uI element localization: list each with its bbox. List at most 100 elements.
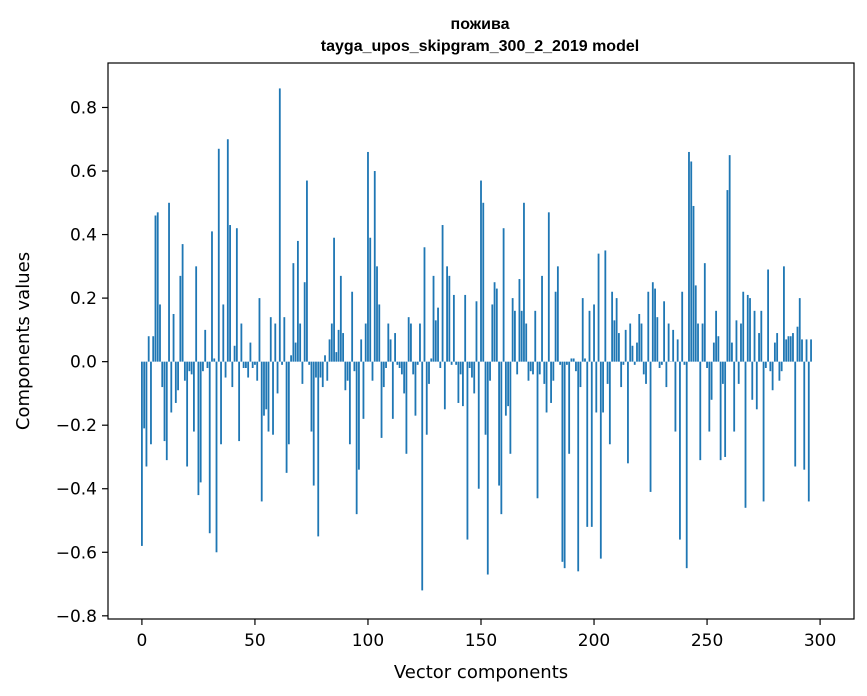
bar	[495, 288, 498, 362]
bar	[541, 275, 543, 362]
bar	[283, 317, 286, 362]
y-tick-label: 0.0	[70, 353, 97, 373]
bar	[554, 291, 557, 362]
bar	[638, 313, 641, 362]
bar	[642, 361, 645, 375]
x-tick-label: 0	[136, 631, 147, 651]
bar	[143, 361, 146, 429]
bar	[595, 361, 598, 413]
bar	[335, 352, 338, 362]
bar	[238, 361, 241, 442]
bar	[545, 361, 548, 413]
bar	[676, 339, 679, 362]
bar	[706, 361, 708, 368]
bar	[552, 361, 555, 381]
bar	[317, 361, 320, 537]
bar	[654, 288, 656, 362]
bar	[658, 361, 661, 368]
bar	[256, 361, 259, 381]
bar	[803, 361, 806, 470]
bar	[242, 361, 245, 368]
bar	[450, 361, 453, 365]
bar	[351, 291, 354, 362]
bar	[358, 361, 360, 470]
bar	[489, 361, 491, 381]
bar	[645, 361, 647, 384]
bar	[783, 266, 785, 362]
bar	[504, 361, 507, 416]
bar	[407, 317, 410, 362]
bar	[482, 202, 485, 362]
bar	[516, 361, 519, 375]
bar	[346, 361, 349, 381]
bar	[807, 361, 810, 502]
bar	[468, 361, 471, 368]
bar	[773, 342, 776, 362]
bar	[484, 361, 487, 435]
bar	[563, 361, 566, 569]
bar	[778, 361, 781, 381]
bar	[193, 361, 195, 432]
bar	[674, 361, 677, 432]
bar	[400, 361, 403, 375]
bar	[353, 361, 356, 372]
bar	[550, 361, 552, 403]
bar	[382, 361, 385, 388]
bar	[480, 180, 482, 362]
bar	[391, 361, 394, 419]
bar	[443, 361, 446, 410]
bar	[681, 291, 684, 362]
bar	[367, 151, 369, 362]
bar	[455, 361, 458, 365]
bar	[556, 266, 559, 362]
bar	[202, 361, 204, 372]
bar	[285, 361, 288, 473]
bar	[651, 282, 654, 362]
bar	[579, 361, 582, 388]
bar	[369, 237, 372, 362]
chart-subtitle: tayga_upos_skipgram_300_2_2019 model	[321, 38, 639, 55]
bar	[566, 361, 568, 365]
bar	[529, 361, 532, 372]
bar	[631, 345, 634, 362]
bar	[380, 361, 383, 438]
bar	[156, 212, 159, 362]
bar	[606, 361, 609, 384]
bar	[425, 361, 428, 435]
bar	[161, 361, 164, 388]
bar	[306, 180, 308, 362]
bar	[326, 361, 329, 381]
bar	[602, 361, 604, 413]
x-tick-label: 200	[578, 631, 610, 651]
bar	[199, 361, 202, 483]
bar	[755, 361, 758, 410]
bar	[330, 323, 333, 362]
bar	[244, 361, 247, 368]
bar	[376, 266, 378, 362]
bar	[751, 361, 754, 400]
x-axis-ticks: 0 50 100 150 200 250 300	[136, 619, 836, 651]
bar	[206, 361, 209, 368]
bar	[168, 202, 170, 362]
bar	[174, 361, 177, 403]
bar	[767, 269, 769, 362]
y-tick-label: 0.6	[70, 162, 97, 182]
bar	[604, 250, 607, 362]
bar	[301, 361, 304, 384]
bar	[204, 329, 207, 362]
bar	[414, 361, 417, 416]
bar	[263, 361, 265, 416]
bar	[362, 361, 365, 419]
bar	[575, 361, 577, 372]
bar	[267, 361, 270, 432]
bar	[636, 342, 638, 362]
bar	[348, 361, 351, 445]
bar	[296, 240, 299, 362]
bar	[805, 339, 808, 362]
bar	[213, 358, 216, 362]
bar	[608, 361, 611, 445]
bar	[276, 361, 279, 394]
bar	[586, 361, 589, 527]
bar	[491, 304, 494, 362]
